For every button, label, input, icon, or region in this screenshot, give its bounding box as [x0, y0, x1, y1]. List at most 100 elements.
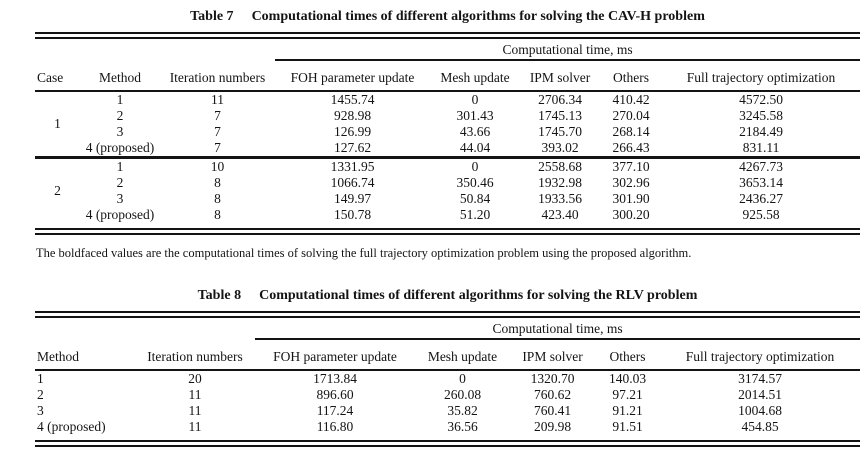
col-header-foh: FOH parameter update [275, 60, 430, 92]
col-header-mesh: Mesh update [415, 339, 510, 371]
table8-section: Table 8 Computational times of different … [35, 287, 861, 457]
table-row: 2 11 896.60 260.08 760.62 97.21 2014.51 [35, 387, 860, 403]
table-row: 2 1 10 1331.95 0 2558.68 377.10 4267.73 [35, 156, 861, 223]
table-row: 1 20 1713.84 0 1320.70 140.03 3174.57 [35, 370, 860, 387]
cell-others: 266.43 [612, 140, 650, 155]
cell-mesh: 350.46 [456, 175, 494, 190]
cell-method: 3 [37, 403, 44, 418]
table-row: 3 7 126.99 43.66 1745.70 268.14 2184.49 [35, 124, 860, 140]
table7-title-text: Computational times of different algorit… [251, 9, 705, 24]
cell-others: 140.03 [608, 371, 647, 386]
cell-ipm: 1933.56 [538, 191, 582, 206]
cell-method: 4 (proposed) [37, 419, 106, 434]
cell-full-bold: 831.11 [742, 140, 780, 155]
cell-foh: 928.98 [333, 108, 372, 123]
cell-full-bold: 925.58 [742, 207, 780, 222]
cell-iterations: 11 [188, 387, 202, 402]
table-row: 2 7 928.98 301.43 1745.13 270.04 3245.58 [35, 108, 860, 124]
cell-others: 91.21 [612, 403, 643, 418]
cell-ipm: 1932.98 [538, 175, 582, 190]
table8-title: Table 8 Computational times of different … [35, 287, 860, 305]
case-cell: 1 [54, 116, 61, 131]
table-row: 4 (proposed) 8 150.78 51.20 423.40 300.2… [35, 207, 860, 223]
cell-ipm: 1320.70 [530, 371, 575, 386]
table8-span-header-cell: Computational time, ms [255, 318, 861, 340]
table7-bottom-rule [35, 228, 860, 235]
cell-full: 2184.49 [739, 124, 783, 139]
cell-full: 4572.50 [739, 92, 783, 107]
case-cell: 2 [35, 156, 80, 223]
cell-foh: 1455.74 [330, 92, 375, 107]
table7-title: Table 7 Computational times of different … [35, 8, 860, 26]
cell-foh: 126.99 [333, 124, 372, 139]
table7-footnote: The boldfaced values are the computation… [36, 246, 692, 260]
table-row: 2 8 1066.74 350.46 1932.98 302.96 3653.1… [35, 175, 860, 191]
cell-foh: 1713.84 [313, 371, 357, 386]
col-header-method: Method [80, 60, 160, 92]
col-header-others: Others [600, 60, 662, 92]
cell-others: 302.96 [612, 175, 650, 190]
cell-foh: 1066.74 [330, 175, 375, 190]
cell-full: 4267.73 [662, 156, 861, 175]
cell-full: 3653.14 [739, 175, 783, 190]
col-header-foh: FOH parameter update [255, 339, 415, 371]
spacer-cell [35, 318, 255, 339]
spacer-cell [35, 39, 275, 60]
table-row: 3 11 117.24 35.82 760.41 91.21 1004.68 [35, 403, 860, 419]
col-header-others: Others [595, 339, 660, 371]
table7-top-rule [35, 32, 860, 39]
cell-method: 3 [116, 191, 124, 206]
cell-mesh: 0 [471, 92, 479, 107]
cell-ipm: 760.62 [533, 387, 572, 402]
cell-foh: 127.62 [333, 140, 372, 155]
cell-foh: 150.78 [333, 207, 372, 222]
cell-iterations: 7 [214, 124, 221, 139]
cell-foh: 1331.95 [275, 156, 430, 175]
table-row: 1 1 11 1455.74 0 2706.34 410.42 4572.50 [35, 91, 860, 131]
cell-mesh: 50.84 [459, 191, 491, 206]
table7-header-row: Case Method Iteration numbers FOH parame… [35, 60, 861, 92]
cell-full-bold: 454.85 [741, 419, 779, 434]
cell-mesh: 260.08 [443, 387, 482, 402]
cell-ipm: 423.40 [541, 207, 579, 222]
cell-method: 1 [80, 156, 160, 175]
cell-full: 2014.51 [738, 387, 782, 402]
cell-method: 1 [37, 371, 44, 386]
cell-mesh: 301.43 [456, 108, 494, 123]
cell-mesh: 35.82 [447, 403, 478, 418]
cell-full: 3245.58 [739, 108, 783, 123]
col-header-iterations: Iteration numbers [135, 339, 255, 371]
cell-foh: 117.24 [316, 403, 354, 418]
cell-others: 91.51 [612, 419, 643, 434]
cell-method: 2 [116, 108, 124, 123]
table-row: 4 (proposed) 7 127.62 44.04 393.02 266.4… [35, 140, 860, 158]
cell-foh: 896.60 [316, 387, 354, 402]
cell-method: 3 [116, 124, 124, 139]
table8-title-label: Table 8 [197, 288, 242, 303]
cell-full: 3174.57 [738, 371, 782, 386]
cell-full: 1004.68 [738, 403, 782, 418]
table8-header-row: Method Iteration numbers FOH parameter u… [35, 339, 861, 371]
table-row: 4 (proposed) 11 116.80 36.56 209.98 91.5… [35, 419, 860, 435]
table7-title-label: Table 7 [190, 9, 234, 24]
cell-method: 4 (proposed) [85, 207, 155, 222]
col-header-ipm: IPM solver [520, 60, 600, 92]
cell-others: 97.21 [612, 387, 643, 402]
table7-span-header-row: Computational time, ms [35, 39, 861, 61]
cell-iterations: 11 [211, 92, 224, 107]
col-header-mesh: Mesh update [430, 60, 520, 92]
col-header-full: Full trajectory optimization [662, 60, 861, 92]
col-header-iterations: Iteration numbers [160, 60, 275, 92]
cell-iterations: 7 [214, 140, 221, 155]
cell-ipm: 393.02 [541, 140, 579, 155]
cell-foh: 116.80 [316, 419, 354, 434]
cell-mesh: 51.20 [459, 207, 491, 222]
cell-mesh: 0 [459, 371, 466, 386]
col-header-case: Case [35, 60, 80, 92]
cell-others: 268.14 [612, 124, 650, 139]
col-header-method: Method [35, 339, 135, 371]
table8: Computational time, ms Method Iteration … [35, 318, 861, 435]
cell-iterations: 8 [214, 207, 221, 222]
table8-top-rule [35, 311, 860, 318]
